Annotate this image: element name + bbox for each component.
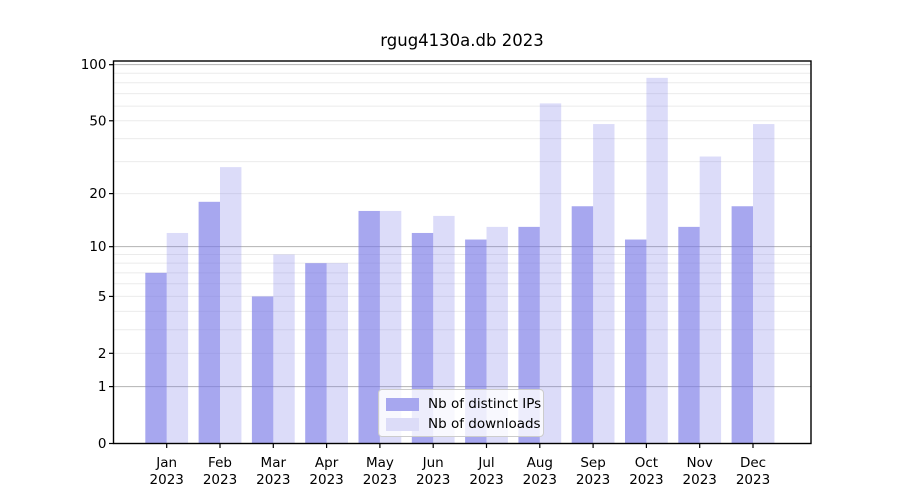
y-tick-label: 100 [81,57,107,73]
x-tick-label-year: 2023 [416,472,450,488]
bar-downloads-jun-2023 [433,215,455,444]
x-tick-label-month: Nov [687,455,713,471]
x-tick-label-month: Feb [208,455,232,471]
x-tick-label-month: Jun [422,455,444,471]
bar-downloads-nov-2023 [699,156,722,444]
x-tick-label-month: Aug [527,455,553,471]
bar-ips-dec-2023 [731,206,753,444]
chart-title: rgug4130a.db 2023 [380,31,544,50]
x-tick-label-month: Jul [477,455,494,471]
plot-border [112,60,812,445]
legend: Nb of distinct IPs Nb of downloads [378,389,544,437]
bar-downloads-apr-2023 [326,263,348,444]
x-tick-label-year: 2023 [469,472,503,488]
bar-ips-mar-2023 [251,296,274,444]
x-tick-label-year: 2023 [576,472,610,488]
y-tick-label: 50 [89,113,106,129]
y-tick-label: 10 [89,239,106,255]
legend-item-downloads: Nb of downloads [386,414,541,434]
bar-downloads-oct-2023 [646,77,668,444]
x-tick-label-year: 2023 [203,472,237,488]
bar-ips-apr-2023 [305,263,327,444]
x-tick-label-year: 2023 [736,472,770,488]
y-tick-label: 0 [98,436,107,452]
bar-ips-nov-2023 [678,226,700,444]
x-tick-label-year: 2023 [629,472,663,488]
x-tick-label-month: Dec [740,455,766,471]
legend-swatch-distinct-ips [386,397,419,411]
legend-item-distinct-ips: Nb of distinct IPs [386,394,541,414]
x-tick-label-year: 2023 [683,472,717,488]
bar-downloads-jan-2023 [166,232,189,444]
bar-ips-oct-2023 [625,239,647,444]
x-tick-label-month: Oct [635,455,658,471]
x-tick-label-year: 2023 [150,472,184,488]
x-tick-label-year: 2023 [309,472,343,488]
legend-swatch-downloads [386,417,419,431]
bar-downloads-feb-2023 [220,167,242,444]
x-tick-label-year: 2023 [256,472,290,488]
bar-downloads-aug-2023 [539,103,562,444]
bar-ips-jan-2023 [145,272,167,444]
y-tick-label: 20 [89,186,106,202]
x-tick-label-month: Sep [580,455,605,471]
x-tick-label-month: Jan [155,455,177,471]
x-tick-label-year: 2023 [523,472,557,488]
bar-ips-sep-2023 [571,206,594,444]
y-tick-label: 1 [98,379,107,395]
bar-ips-may-2023 [358,210,380,444]
x-tick-label-month: May [366,455,394,471]
y-tick-label: 2 [98,346,107,362]
bar-ips-feb-2023 [198,201,220,444]
x-tick-label-month: Mar [261,455,287,471]
y-tick-label: 5 [98,289,107,305]
x-tick-label-year: 2023 [363,472,397,488]
bar-downloads-may-2023 [379,210,402,444]
x-tick-label-month: Apr [315,455,339,471]
bar-downloads-sep-2023 [593,124,615,444]
bar-downloads-mar-2023 [273,254,295,444]
legend-label-downloads: Nb of downloads [428,416,541,432]
bar-downloads-dec-2023 [753,124,775,444]
legend-label-distinct-ips: Nb of distinct IPs [428,396,542,412]
